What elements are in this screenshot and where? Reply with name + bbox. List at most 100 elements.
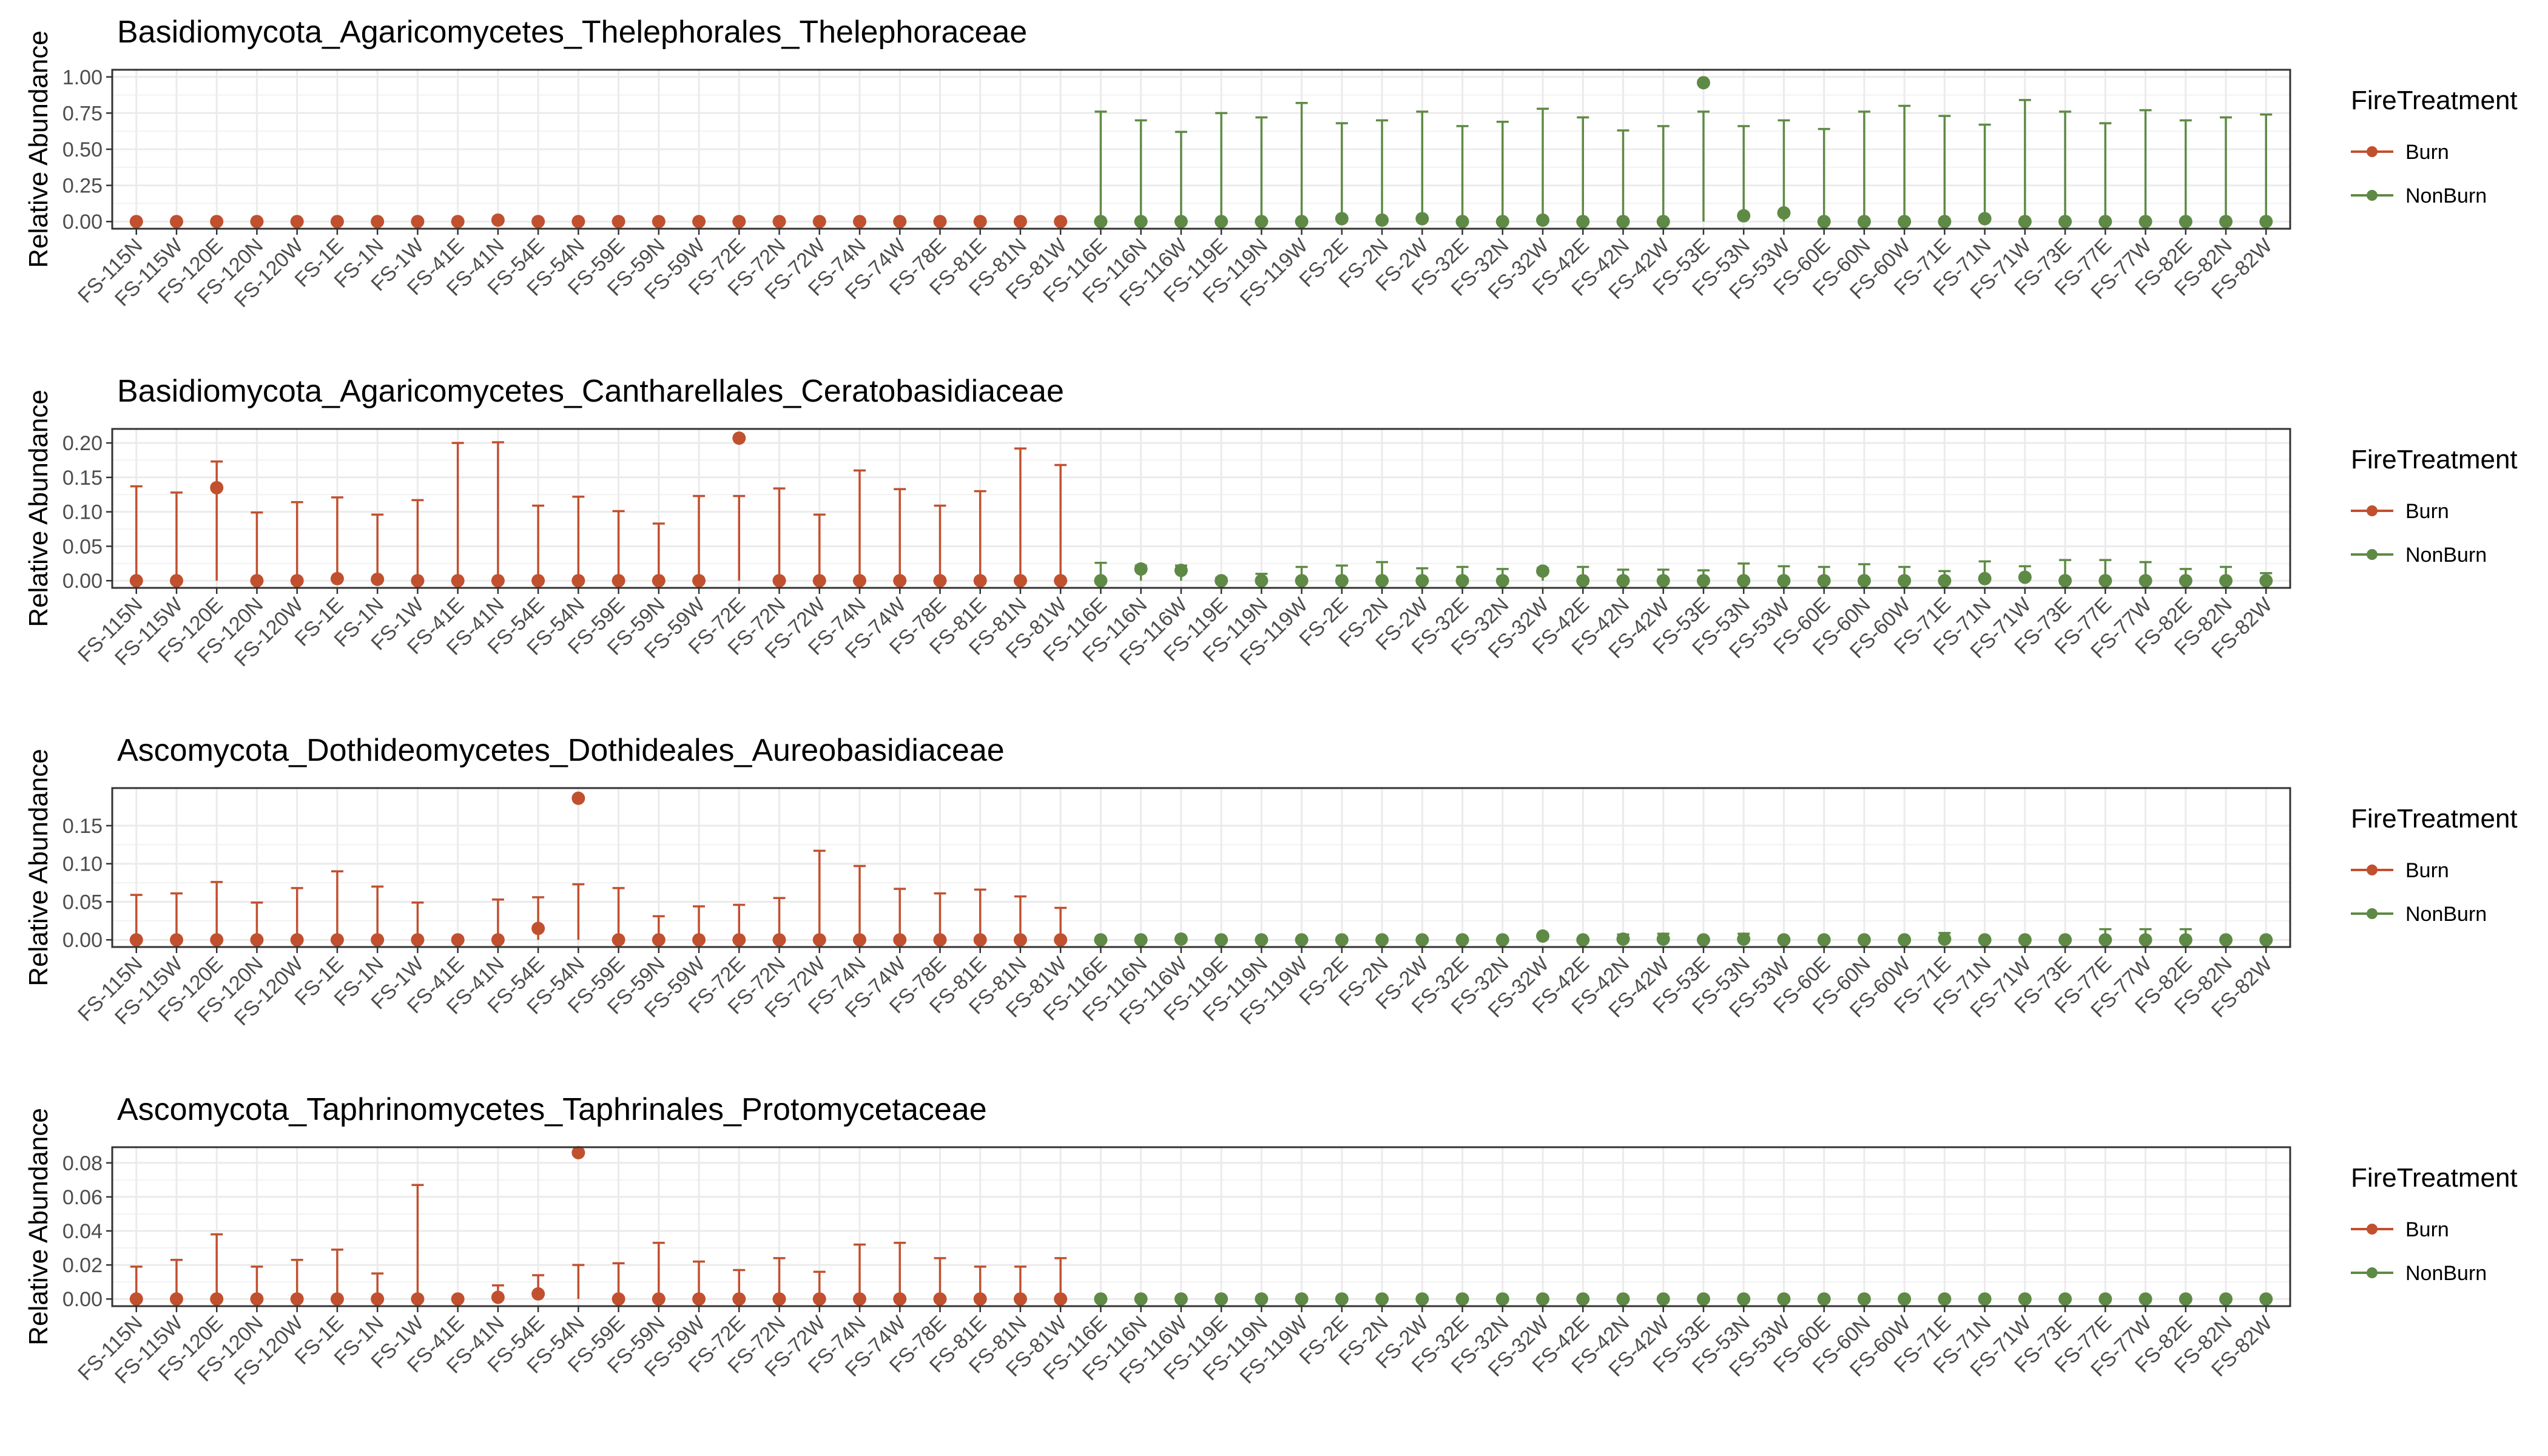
y-tick-label: 0.08	[62, 1152, 103, 1175]
data-point	[1215, 933, 1228, 947]
data-point	[1174, 564, 1188, 578]
y-tick-label: 0.50	[62, 138, 103, 161]
panel-background	[112, 1147, 2290, 1306]
data-point	[2138, 933, 2152, 947]
data-point	[1013, 933, 1027, 947]
data-point	[732, 431, 746, 445]
data-point	[893, 574, 907, 588]
data-point	[411, 215, 425, 229]
data-point	[692, 574, 706, 588]
data-point	[772, 933, 786, 947]
data-point	[1094, 1292, 1108, 1306]
data-point	[1938, 1292, 1952, 1306]
legend-label-burn: Burn	[2405, 141, 2449, 164]
legend: FireTreatment Burn NonBurn	[2351, 1163, 2518, 1285]
data-point	[2058, 933, 2072, 947]
y-axis-title: Relative Abundance	[24, 749, 53, 986]
data-point	[1215, 1292, 1228, 1306]
data-point	[250, 215, 264, 229]
data-point	[1696, 76, 1710, 90]
data-point	[1696, 1292, 1710, 1306]
data-point	[1737, 574, 1751, 588]
data-point	[933, 574, 947, 588]
y-tick-label: 0.05	[62, 535, 103, 558]
data-point	[933, 1292, 947, 1306]
data-point	[2098, 574, 2112, 588]
legend-label-nonburn: NonBurn	[2405, 184, 2487, 207]
panel-title: Basidiomycota_Agaricomycetes_Thelephoral…	[117, 15, 1027, 50]
data-point	[1696, 574, 1710, 588]
data-point	[973, 1292, 987, 1306]
legend-key-point	[2367, 864, 2378, 875]
data-point	[1536, 1292, 1550, 1306]
data-point	[933, 215, 947, 229]
data-point	[1978, 1292, 1992, 1306]
data-point	[1013, 1292, 1027, 1306]
data-point	[812, 215, 826, 229]
data-point	[1857, 215, 1871, 229]
y-tick-label: 0.00	[62, 1288, 103, 1311]
data-point	[491, 1290, 505, 1304]
data-point	[1817, 933, 1831, 947]
data-point	[1295, 215, 1309, 229]
y-tick-label: 1.00	[62, 66, 103, 89]
data-point	[1495, 574, 1509, 588]
legend-label-nonburn: NonBurn	[2405, 903, 2487, 926]
data-point	[330, 933, 344, 947]
data-point	[571, 1145, 585, 1159]
data-point	[491, 933, 505, 947]
data-point	[1817, 1292, 1831, 1306]
data-point	[772, 215, 786, 229]
data-point	[1255, 1292, 1269, 1306]
y-axis-title: Relative Abundance	[24, 1108, 53, 1345]
data-point	[491, 213, 505, 227]
data-point	[652, 574, 666, 588]
data-point	[169, 574, 183, 588]
data-point	[1576, 574, 1590, 588]
data-point	[290, 1292, 304, 1306]
data-point	[1375, 1292, 1389, 1306]
data-point	[1134, 562, 1148, 576]
data-point	[1255, 215, 1269, 229]
y-axis-title: Relative Abundance	[24, 389, 53, 627]
data-point	[2219, 933, 2233, 947]
legend: FireTreatment Burn NonBurn	[2351, 445, 2518, 567]
y-tick-label: 0.25	[62, 175, 103, 198]
data-point	[1375, 213, 1389, 227]
data-point	[129, 215, 143, 229]
panel-background	[112, 788, 2290, 947]
y-tick-label: 0.00	[62, 929, 103, 952]
data-point	[290, 215, 304, 229]
panel-title: Ascomycota_Taphrinomycetes_Taphrinales_P…	[117, 1092, 987, 1127]
data-point	[1656, 574, 1670, 588]
data-point	[169, 1292, 183, 1306]
data-point	[1656, 932, 1670, 946]
data-point	[491, 574, 505, 588]
data-point	[1335, 1292, 1349, 1306]
data-point	[2259, 933, 2273, 947]
panel-border	[111, 787, 2291, 948]
legend-key-point	[2367, 190, 2378, 201]
data-point	[1455, 574, 1469, 588]
data-point	[692, 215, 706, 229]
data-point	[2018, 933, 2032, 947]
panel-1: 0.000.250.500.751.00FS-115NFS-115WFS-120…	[24, 15, 2518, 312]
data-point	[1777, 574, 1791, 588]
data-point	[1857, 933, 1871, 947]
data-point	[371, 1292, 385, 1306]
data-point	[1375, 933, 1389, 947]
data-point	[1495, 933, 1509, 947]
data-point	[1255, 574, 1269, 588]
data-point	[612, 1292, 625, 1306]
data-point	[973, 215, 987, 229]
data-point	[1174, 215, 1188, 229]
data-point	[1616, 215, 1630, 229]
data-point	[169, 933, 183, 947]
panel-2: 0.000.050.100.150.20FS-115NFS-115WFS-120…	[24, 374, 2518, 671]
data-point	[1054, 1292, 1068, 1306]
data-point	[1094, 574, 1108, 588]
data-point	[1054, 215, 1068, 229]
data-point	[1857, 574, 1871, 588]
data-point	[451, 574, 465, 588]
